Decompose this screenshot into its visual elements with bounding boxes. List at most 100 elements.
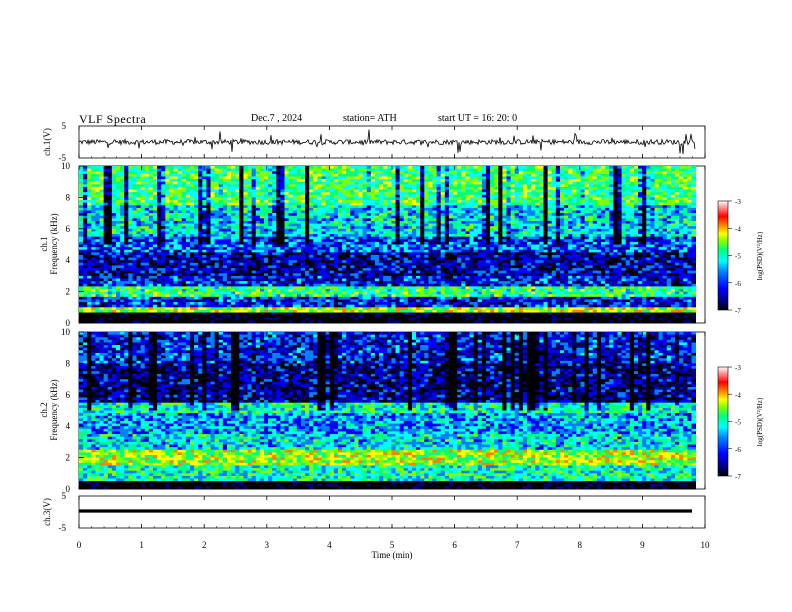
spectrogram-cell	[198, 207, 203, 211]
spectrogram-cell	[165, 288, 170, 292]
spectrogram-cell	[83, 252, 88, 256]
spectrogram-cell	[185, 307, 191, 311]
spectrogram-cell	[387, 239, 392, 243]
spectrogram-cell	[83, 273, 88, 277]
spectrogram-cell	[358, 304, 364, 308]
spectrogram-cell	[411, 194, 417, 198]
spectrogram-cell	[144, 189, 150, 193]
spectrogram-cell	[366, 260, 372, 264]
spectrogram-cell	[399, 265, 405, 269]
spectrogram-cell	[247, 260, 253, 264]
spectrogram-cell	[387, 275, 392, 279]
spectrogram-cell	[313, 215, 318, 219]
spectrogram-cell	[366, 239, 372, 243]
spectrogram-cell	[407, 202, 413, 206]
spectrogram-cell	[210, 179, 216, 183]
spectrogram-cell	[416, 257, 421, 261]
spectrogram-cell	[202, 213, 207, 217]
spectrogram-cell	[177, 241, 183, 245]
station-label: station= ATH	[343, 113, 397, 124]
spectrogram-cell	[116, 317, 121, 321]
spectrogram-cell	[202, 294, 207, 298]
spectrogram-cell	[362, 299, 368, 303]
spectrogram-cell	[222, 192, 228, 196]
spectrogram-cell	[395, 307, 401, 311]
spectrogram-cell	[292, 236, 298, 240]
spectrogram-cell	[407, 213, 413, 217]
spectrogram-cell	[210, 268, 216, 272]
spectrogram-cell	[395, 247, 401, 251]
spectrogram-cell	[177, 260, 183, 264]
spectrogram-cell	[292, 189, 298, 193]
spectrogram-cell	[288, 307, 294, 311]
spectrogram-cell	[87, 205, 92, 209]
spectrogram-cell	[276, 186, 281, 190]
spectrogram-cell	[280, 241, 285, 245]
spectrogram-cell	[329, 231, 335, 235]
spectrogram-cell	[107, 210, 113, 214]
spectrogram-cell	[411, 239, 417, 243]
spectrogram-cell	[342, 213, 347, 217]
spectrogram-cell	[296, 252, 302, 256]
spectrogram-cell	[87, 286, 92, 290]
spectrogram-cell	[120, 234, 125, 238]
spectrogram-cell	[231, 205, 236, 209]
spectrogram-cell	[169, 309, 174, 313]
spectrogram-cell	[259, 296, 265, 300]
spectrogram-cell	[194, 252, 199, 256]
spectrogram-cell	[247, 223, 253, 227]
spectrogram-cell	[222, 234, 228, 238]
spectrogram-cell	[91, 315, 96, 319]
spectrogram-cell	[124, 234, 129, 238]
spectrogram-cell	[243, 228, 248, 232]
spectrogram-cell	[231, 286, 236, 290]
spectrogram-cell	[387, 317, 392, 321]
spectrogram-cell	[387, 270, 392, 274]
spectrogram-cell	[124, 166, 129, 170]
spectrogram-cell	[276, 231, 281, 235]
spectrogram-cell	[136, 268, 142, 272]
spectrogram-cell	[391, 286, 396, 290]
spectrogram-cell	[313, 197, 318, 201]
spectrogram-cell	[87, 268, 92, 272]
spectrogram-cell	[111, 226, 117, 230]
spectrogram-cell	[280, 283, 285, 287]
spectrogram-cell	[403, 270, 409, 274]
spectrogram-cell	[300, 200, 306, 204]
spectrogram-cell	[79, 239, 84, 243]
spectrogram-cell	[255, 215, 261, 219]
spectrogram-cell	[309, 262, 314, 266]
spectrogram-cell	[350, 166, 355, 170]
spectrogram-cell	[107, 234, 113, 238]
spectrogram-cell	[333, 210, 339, 214]
spectrogram-cell	[387, 241, 392, 245]
spectrogram-cell	[210, 220, 216, 224]
spectrogram-cell	[173, 304, 179, 308]
spectrogram-cell	[206, 268, 211, 272]
spectrogram-cell	[206, 286, 211, 290]
spectrogram-cell	[177, 189, 183, 193]
spectrogram-cell	[161, 176, 166, 180]
spectrogram-cell	[235, 275, 240, 279]
spectrogram-cell	[161, 239, 166, 243]
spectrogram-cell	[313, 226, 318, 230]
spectrogram-cell	[247, 210, 253, 214]
spectrogram-cell	[350, 176, 355, 180]
spectrogram-cell	[366, 215, 372, 219]
spectrogram-cell	[329, 291, 335, 295]
spectrogram-cell	[132, 207, 137, 211]
spectrogram-cell	[189, 291, 195, 295]
spectrogram-cell	[350, 307, 355, 311]
spectrogram-cell	[420, 179, 425, 183]
spectrogram-cell	[83, 197, 88, 201]
spectrogram-cell	[288, 299, 294, 303]
spectrogram-cell	[181, 205, 187, 209]
spectrogram-cell	[144, 291, 150, 295]
spectrogram-cell	[391, 192, 396, 196]
spectrogram-cell	[95, 181, 100, 185]
spectrogram-cell	[148, 278, 154, 282]
spectrogram-cell	[235, 265, 240, 269]
spectrogram-cell	[292, 184, 298, 188]
spectrogram-cell	[79, 241, 84, 245]
spectrogram-cell	[346, 166, 351, 170]
